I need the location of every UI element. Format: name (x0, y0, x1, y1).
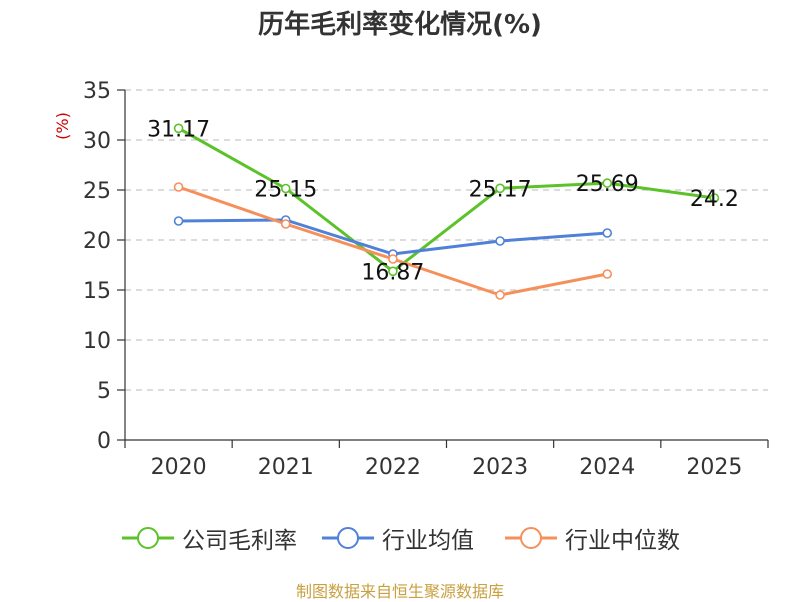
legend-label: 行业均值 (382, 528, 474, 554)
y-tick-label: 15 (83, 279, 111, 304)
data-label: 25.15 (254, 178, 317, 203)
gridlines (125, 89, 768, 391)
data-point (602, 269, 613, 279)
x-tick-label: 2022 (365, 455, 421, 480)
data-point (388, 266, 398, 277)
data-point (602, 228, 613, 238)
x-tick-label: 2024 (579, 455, 635, 480)
x-tick-label: 2020 (151, 455, 207, 480)
data-point (495, 183, 505, 194)
legend-item[interactable]: 公司毛利率 (122, 518, 297, 558)
data-point (173, 182, 184, 192)
x-tick-label: 2025 (686, 455, 742, 480)
data-point (495, 290, 505, 300)
data-point (173, 123, 184, 134)
data-label: 25.69 (576, 172, 639, 197)
x-tick-label: 2021 (258, 455, 314, 480)
legend-item[interactable]: 行业均值 (322, 518, 474, 558)
y-tick-label: 0 (97, 429, 111, 454)
y-tick-label: 10 (83, 329, 111, 354)
data-label: 24.2 (690, 187, 739, 212)
series-lines (173, 123, 720, 300)
series-line-1 (178, 218, 608, 256)
data-point (280, 219, 291, 229)
legend-marker-icon (122, 527, 174, 549)
legend-label: 行业中位数 (565, 528, 680, 554)
data-label: 16.87 (361, 260, 424, 285)
y-tick-label: 5 (97, 379, 111, 404)
y-tick-label: 35 (83, 79, 111, 104)
y-tick-label: 30 (83, 129, 111, 154)
data-label: 25.17 (469, 177, 532, 202)
data-point (495, 236, 505, 246)
source-note: 制图数据来自恒生聚源数据库 (295, 582, 504, 601)
chart-title: 历年毛利率变化情况(%) (258, 10, 542, 40)
data-point (709, 193, 720, 203)
legend-marker-icon (322, 527, 374, 549)
legend-item[interactable]: 行业中位数 (505, 518, 680, 558)
legend: 公司毛利率 行业均值 行业中位数 (0, 518, 800, 558)
data-label: 31.17 (147, 117, 210, 142)
y-axis-label: (%) (53, 112, 72, 140)
legend-label: 公司毛利率 (182, 528, 297, 554)
data-labels: 31.17 25.15 16.87 25.17 25.69 24.2 (147, 117, 739, 285)
data-point (173, 216, 184, 226)
series-line-0 (177, 126, 715, 273)
x-tick-label: 2023 (472, 455, 528, 480)
y-tick-label: 20 (83, 229, 111, 254)
legend-marker-icon (505, 527, 557, 549)
data-point (388, 254, 398, 264)
y-tick-label: 25 (83, 179, 111, 204)
data-point (602, 178, 613, 188)
data-point (280, 183, 291, 194)
